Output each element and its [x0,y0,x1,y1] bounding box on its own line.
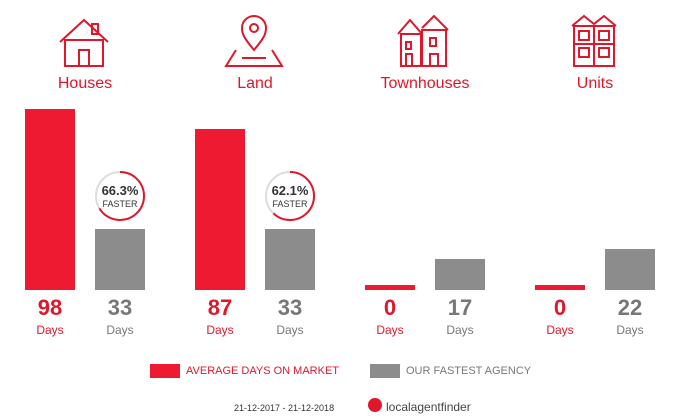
units-icon [571,14,617,67]
bar-agency-land [265,229,315,290]
unit-label: Days [546,323,574,337]
legend-label-agency: OUR FASTEST AGENCY [406,365,532,377]
category-label-units: Units [576,75,614,92]
bar-market-land [195,129,245,290]
bar-agency-townhouses [435,258,485,290]
unit-label: Days [36,323,64,337]
unit-label: Days [446,323,474,337]
unit-label: Days [376,323,404,337]
house-icon [59,18,109,67]
legend-swatch-agency [370,364,400,378]
bar-agency-houses [95,229,145,290]
unit-label: Days [616,323,644,337]
badge-percent: 62.1% [271,183,309,198]
faster-badge-houses: 66.3% FASTER [95,171,145,221]
unit-label: Days [106,323,134,337]
date-range: 21-12-2017 - 21-12-2018 [234,403,335,413]
bar-market-units [535,285,585,290]
unit-label: Days [276,323,304,337]
bar-market-townhouses [365,285,415,290]
value-agency-houses: 33 [107,295,133,320]
brand-logo-icon [368,398,382,412]
value-market-houses: 98 [37,295,63,320]
faster-badge-land: 62.1% FASTER [265,171,315,221]
badge-percent: 66.3% [101,183,139,198]
brand-name: localagentfinder [386,400,471,414]
value-market-townhouses: 0 [383,295,397,320]
legend-label-market: AVERAGE DAYS ON MARKET [186,365,340,377]
legend-swatch-market [150,364,180,378]
category-label-houses: Houses [57,75,113,92]
badge-faster-text: FASTER [272,199,308,209]
category-label-townhouses: Townhouses [380,75,470,92]
value-market-land: 87 [207,295,233,320]
bar-agency-units [605,249,655,290]
value-agency-units: 22 [617,295,643,320]
badge-faster-text: FASTER [102,199,138,209]
townhouses-icon [397,14,449,67]
value-market-units: 0 [553,295,567,320]
bar-market-houses [25,109,75,290]
unit-label: Days [206,323,234,337]
map-pin-icon [224,15,284,67]
value-agency-land: 33 [277,295,303,320]
category-label-land: Land [237,75,273,92]
value-agency-townhouses: 17 [447,295,473,320]
